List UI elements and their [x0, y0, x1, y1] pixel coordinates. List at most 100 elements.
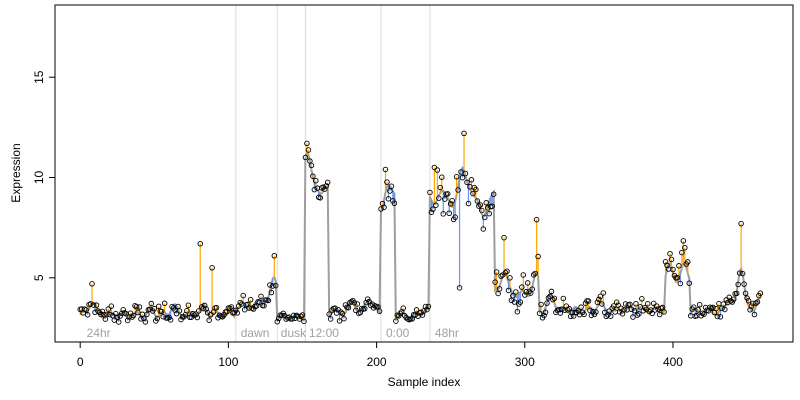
data-point: [679, 249, 685, 256]
data-point: [465, 200, 472, 207]
data-point: [372, 303, 378, 309]
data-point: [613, 299, 620, 306]
data-point: [200, 305, 206, 312]
data-point: [270, 283, 276, 289]
x-tick-label: 200: [367, 355, 387, 369]
data-point: [298, 313, 304, 319]
data-point: [639, 296, 645, 302]
data-point: [670, 266, 676, 273]
data-point: [680, 238, 687, 244]
data-point: [221, 311, 227, 318]
data-point: [486, 210, 492, 217]
region-boundaries: [235, 5, 431, 342]
x-tick-label: 300: [515, 355, 535, 369]
y-axis: 5 10 15: [32, 70, 56, 281]
data-point: [384, 179, 390, 185]
data-point: [378, 206, 384, 212]
data-point: [142, 319, 149, 325]
data-point: [551, 295, 558, 302]
data-point: [301, 318, 307, 325]
data-point: [753, 300, 759, 306]
data-point: [550, 296, 556, 303]
data-point: [473, 186, 479, 193]
region-label-3: 12:00: [309, 326, 339, 340]
data-point: [690, 304, 697, 310]
data-point: [461, 130, 467, 137]
residuals-group: [79, 133, 761, 322]
data-point: [474, 198, 481, 204]
data-point: [599, 301, 605, 307]
data-point: [504, 268, 510, 274]
data-point: [213, 304, 220, 311]
data-point: [261, 302, 267, 309]
data-point: [418, 309, 424, 316]
data-point: [185, 302, 192, 308]
data-point: [161, 300, 168, 307]
data-point: [339, 310, 346, 317]
data-point: [470, 190, 476, 197]
data-point: [682, 244, 688, 251]
data-point: [382, 166, 389, 173]
data-point: [227, 305, 233, 311]
data-point: [696, 301, 703, 308]
data-point: [425, 303, 432, 310]
data-point: [459, 174, 466, 181]
data-point: [302, 154, 309, 161]
data-point: [701, 311, 707, 317]
data-point: [341, 315, 347, 322]
data-point: [630, 314, 636, 320]
data-point: [477, 202, 484, 208]
data-point: [107, 311, 113, 318]
data-point: [642, 304, 648, 311]
data-point: [566, 305, 572, 312]
data-point: [155, 303, 162, 310]
data-point: [84, 312, 91, 318]
data-point: [133, 304, 140, 310]
data-point: [714, 313, 721, 320]
data-point: [627, 301, 633, 308]
data-point: [541, 312, 547, 319]
data-point: [564, 307, 571, 313]
data-point: [739, 270, 746, 277]
data-point: [434, 167, 441, 173]
data-point: [311, 186, 318, 193]
data-point: [393, 318, 399, 324]
data-point: [510, 292, 516, 299]
data-point: [105, 306, 112, 312]
data-point: [449, 197, 455, 204]
data-point: [201, 302, 208, 309]
data-point: [397, 310, 404, 317]
data-point: [640, 308, 647, 314]
data-point: [258, 293, 264, 300]
data-point: [730, 296, 737, 303]
data-point: [136, 304, 143, 310]
data-point: [83, 307, 89, 313]
data-point: [736, 270, 743, 276]
data-point: [193, 311, 199, 317]
data-point: [194, 314, 201, 321]
data-point: [744, 295, 750, 301]
data-point: [653, 303, 660, 309]
data-point: [502, 269, 509, 276]
data-point: [313, 177, 319, 184]
data-point: [124, 317, 131, 324]
data-point: [511, 299, 518, 305]
data-point: [154, 315, 161, 322]
data-point: [93, 302, 100, 308]
data-point: [276, 315, 282, 322]
data-point: [757, 290, 764, 296]
data-point: [400, 305, 407, 311]
data-point: [667, 250, 673, 257]
data-point: [738, 220, 744, 227]
data-point: [751, 311, 758, 318]
data-point: [447, 201, 454, 207]
data-point: [89, 281, 95, 287]
fitted-line: [79, 151, 761, 323]
x-axis-label: Sample index: [388, 375, 461, 389]
data-point: [271, 252, 278, 259]
data-point: [556, 306, 562, 313]
data-point: [505, 287, 512, 294]
data-point: [668, 256, 675, 263]
data-point: [649, 310, 655, 317]
